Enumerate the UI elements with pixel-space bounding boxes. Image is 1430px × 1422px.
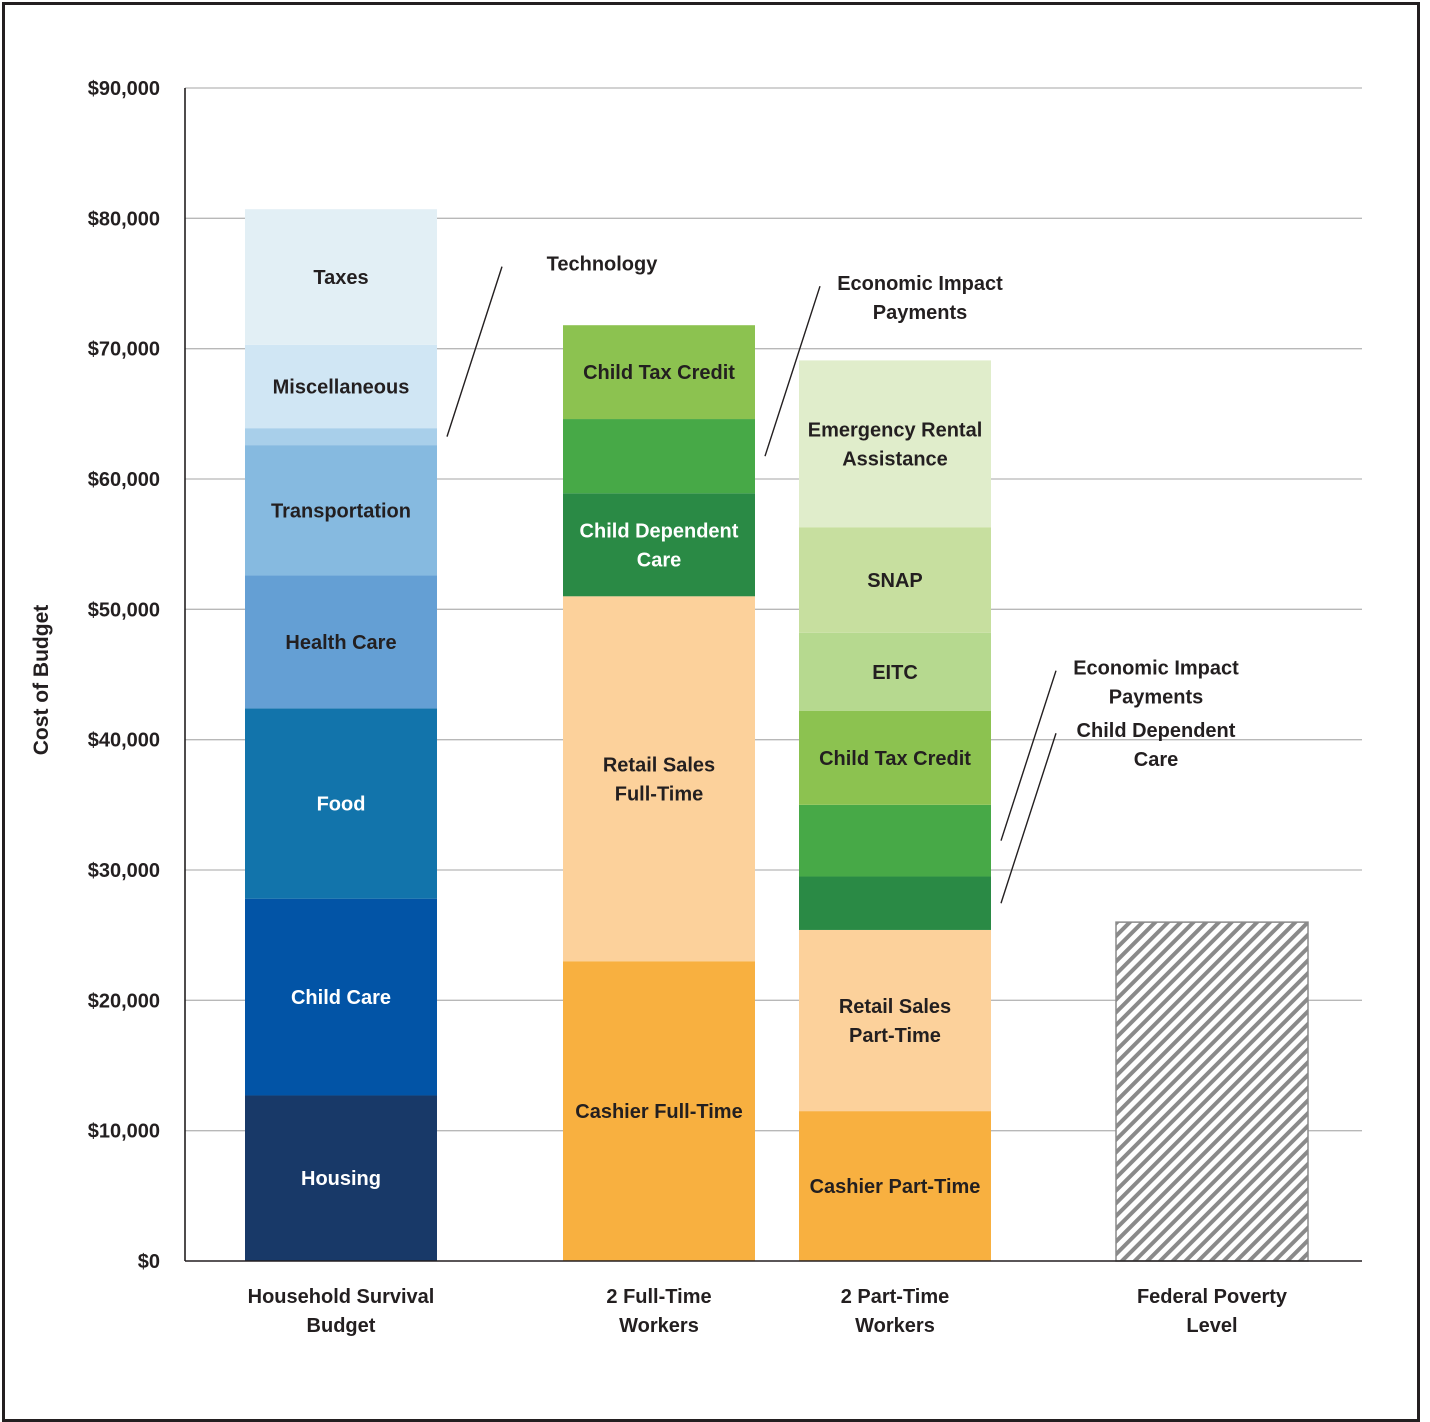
segment-snap [799, 527, 991, 633]
segment-label-retail-sales-full-time: Retail Sales Full-Time [603, 754, 715, 805]
segment-label-taxes: Taxes [313, 267, 368, 289]
segment-federal-poverty-level [1116, 922, 1308, 1261]
y-tick-label: $0 [138, 1251, 160, 1273]
y-tick-label: $30,000 [88, 860, 160, 882]
segment-label-emergency-rental-assistance: Emergency Rental Assistance [808, 419, 983, 470]
x-category-federal-poverty-level: Federal Poverty Level [1137, 1286, 1288, 1337]
segment-label-child-dependent-care: Child Dependent Care [580, 520, 739, 571]
segment-label-food: Food [317, 794, 366, 816]
segment-label-child-care: Child Care [291, 987, 391, 1009]
x-category-household-survival-budget: Household Survival Budget [248, 1286, 435, 1337]
callout-label-child-dependent-care: Child Dependent Care [1077, 720, 1236, 771]
callout-leader-economic-impact-payments [1000, 670, 1057, 841]
segment-label-miscellaneous: Miscellaneous [273, 376, 410, 398]
bar-2-full-time-workers: Cashier Full-Time Retail Sales Full-Time Ch… [563, 325, 755, 1261]
segment-label-retail-sales-part-time: Retail Sales Part-Time [839, 996, 951, 1047]
segment-miscellaneous [245, 344, 437, 429]
callout-label-economic-impact-payments: Economic Impact Payments [1073, 658, 1239, 709]
callout-leader-technology [446, 266, 503, 437]
bar-federal-poverty-level [1115, 921, 1309, 1262]
y-axis-label: Cost of Budget [30, 605, 53, 755]
segment-label-snap: SNAP [867, 570, 923, 592]
segment-child-care [245, 898, 437, 1096]
segment-eitc [799, 632, 991, 711]
segment-food [245, 708, 437, 899]
segment-child-tax-credit [799, 710, 991, 805]
segment-cashier-part-time [799, 1111, 991, 1261]
segment-cashier-full-time [563, 961, 755, 1261]
callout-label-economic-impact-payments: Economic Impact Payments [837, 273, 1003, 324]
bars: Housing Child Care Food Health Care Transpor… [245, 209, 1309, 1262]
x-category-2-full-time-workers: 2 Full-Time Workers [606, 1286, 711, 1337]
segment-label-cashier-part-time: Cashier Part-Time [810, 1176, 981, 1198]
segment-label-child-tax-credit: Child Tax Credit [583, 362, 735, 384]
x-category-2-part-time-workers: 2 Part-Time Workers [841, 1286, 950, 1337]
segment-retail-sales-part-time [799, 929, 991, 1112]
callout-leader-child-dependent-care [1000, 733, 1057, 904]
segment-housing [245, 1095, 437, 1261]
segment-child-dependent-care [799, 876, 991, 930]
callouts: Technology Economic Impact Payments Economi… [446, 254, 1239, 904]
y-tick-label: $90,000 [88, 78, 160, 100]
segment-label-cashier-full-time: Cashier Full-Time [575, 1101, 742, 1123]
segment-label-health-care: Health Care [285, 632, 396, 654]
segment-technology [245, 428, 437, 446]
bar-2-part-time-workers: Cashier Part-Time Retail Sales Part-Time Ch… [799, 360, 991, 1261]
y-tick-label: $40,000 [88, 730, 160, 752]
callout-leader-economic-impact-payments [764, 285, 821, 457]
segment-emergency-rental-assistance [799, 360, 991, 528]
segment-label-housing: Housing [301, 1168, 381, 1190]
callout-label-technology: Technology [547, 254, 659, 276]
segment-child-tax-credit [563, 325, 755, 420]
bar-household-survival-budget: Housing Child Care Food Health Care Transpor… [245, 209, 437, 1261]
segment-taxes [245, 209, 437, 345]
segment-label-eitc: EITC [872, 662, 918, 684]
y-tick-label: $20,000 [88, 990, 160, 1012]
y-axis-ticks: $0 $10,000 $20,000 $30,000 $40,000 $50,000 $60… [88, 78, 160, 1273]
segment-label-transportation: Transportation [271, 500, 411, 522]
y-tick-label: $80,000 [88, 208, 160, 230]
segment-label-child-tax-credit: Child Tax Credit [819, 748, 971, 770]
segment-economic-impact-payments [799, 804, 991, 877]
segment-child-dependent-care [563, 493, 755, 597]
segment-economic-impact-payments [563, 419, 755, 494]
segment-health-care [245, 575, 437, 709]
x-axis-categories: Household Survival Budget 2 Full-Time Worke… [248, 1286, 1288, 1337]
segment-transportation [245, 445, 437, 576]
y-tick-label: $70,000 [88, 339, 160, 361]
y-tick-label: $60,000 [88, 469, 160, 491]
y-tick-label: $10,000 [88, 1121, 160, 1143]
segment-retail-sales-full-time [563, 596, 755, 962]
y-tick-label: $50,000 [88, 599, 160, 621]
